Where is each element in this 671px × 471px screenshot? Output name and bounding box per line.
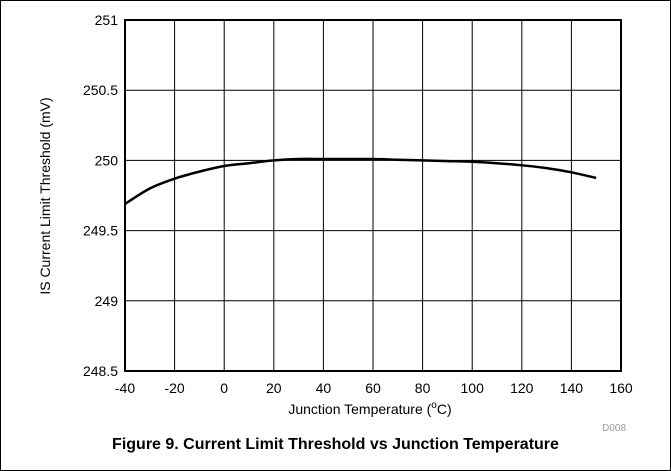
x-tick-label: 40 [316, 380, 332, 396]
series-line [124, 157, 597, 205]
grid [124, 19, 622, 372]
y-tick-label: 249.5 [83, 223, 118, 239]
y-tick-label: 250.5 [83, 82, 118, 98]
y-tick-label: 251 [95, 12, 119, 28]
x-tick-label: -40 [115, 380, 135, 396]
y-tick-label: 248.5 [83, 363, 118, 379]
figure-caption: Figure 9. Current Limit Threshold vs Jun… [112, 436, 559, 453]
x-tick-label: 100 [461, 380, 485, 396]
x-tick-label: -20 [164, 380, 184, 396]
y-tick-label: 249 [95, 293, 119, 309]
y-tick-label: 250 [95, 152, 119, 168]
x-tick-label: 140 [560, 380, 584, 396]
x-tick-label: 60 [365, 380, 381, 396]
y-axis-label: IS Current Limit Threshold (mV) [37, 97, 53, 294]
x-tick-labels: -40 -20 0 20 40 60 80 100 120 140 160 [115, 380, 633, 396]
x-tick-label: 0 [220, 380, 228, 396]
x-axis-label: Junction Temperature (oC) [288, 400, 451, 417]
x-tick-label: 120 [510, 380, 534, 396]
figure-code: D008 [602, 423, 626, 434]
x-tick-label: 160 [609, 380, 633, 396]
x-tick-label: 80 [415, 380, 431, 396]
x-tick-label: 20 [266, 380, 282, 396]
plot-area-border [124, 19, 622, 372]
y-tick-labels: 248.5 249 249.5 250 250.5 251 [83, 12, 118, 379]
